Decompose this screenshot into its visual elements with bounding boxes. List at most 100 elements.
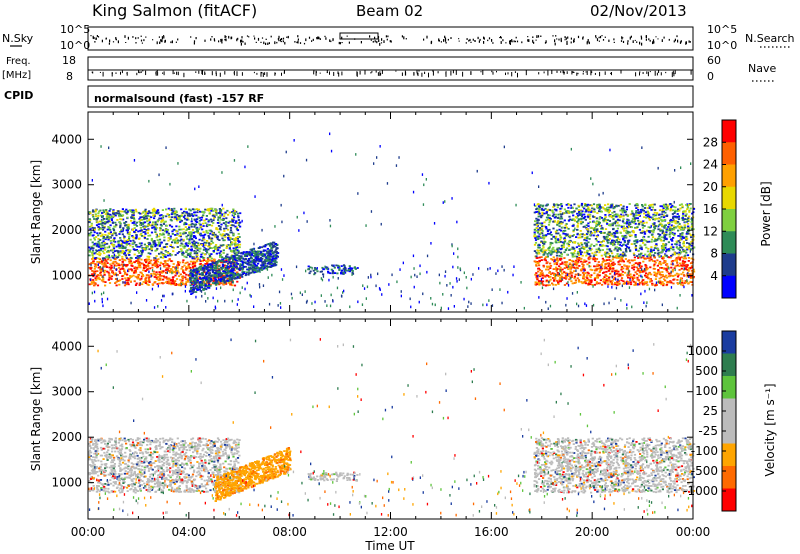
echo-cell — [148, 248, 151, 251]
noise-mark — [502, 39, 504, 42]
echo-cell — [217, 280, 220, 283]
echo-cell — [189, 209, 192, 212]
echo-cell — [185, 256, 188, 259]
echo-cell — [591, 252, 594, 255]
echo-cell — [179, 234, 182, 236]
echo-cell — [206, 285, 209, 287]
nave-mark — [204, 72, 206, 75]
echo-cell — [171, 246, 174, 249]
noise-mark — [329, 39, 331, 41]
echo-cell — [96, 250, 99, 252]
echo-cell — [230, 268, 233, 271]
echo-cell — [199, 263, 202, 265]
nave-mark — [525, 70, 527, 76]
echo-cell — [580, 218, 583, 221]
echo-cell — [236, 276, 239, 279]
echo-cell — [585, 279, 588, 282]
echo-cell — [220, 223, 223, 226]
echo-cell — [261, 252, 264, 255]
echo-cell — [143, 216, 146, 219]
echo-cell — [100, 214, 103, 217]
noise-mark — [211, 36, 213, 38]
echo-cell — [612, 232, 615, 234]
echo-cell — [125, 224, 128, 226]
echo-cell — [161, 209, 164, 211]
echo-cell — [217, 219, 220, 221]
noise-mark — [325, 37, 327, 40]
echo-cell — [627, 225, 631, 228]
echo-cell — [220, 268, 223, 270]
echo-cell — [127, 279, 130, 281]
echo-cell — [586, 263, 589, 266]
echo-cell — [133, 230, 136, 233]
echo-cell — [127, 283, 130, 286]
echo-cell — [126, 232, 129, 235]
echo-cell — [148, 267, 152, 270]
echo-cell — [257, 250, 260, 253]
echo-cell — [222, 217, 225, 220]
nave-mark — [329, 71, 330, 75]
echo-cell — [109, 240, 112, 242]
echo-cell — [672, 278, 675, 281]
echo-cell — [123, 242, 126, 244]
echo-cell — [580, 242, 583, 244]
echo-cell — [687, 218, 690, 221]
echo-cell — [652, 213, 655, 216]
echo-cell — [141, 223, 145, 225]
echo-cell — [211, 207, 214, 210]
echo-cell — [240, 274, 243, 276]
noise-mark — [305, 38, 307, 42]
echo-cell — [577, 259, 581, 261]
echo-cell — [168, 278, 171, 281]
echo-cell — [190, 213, 193, 215]
echo-cell — [587, 216, 590, 219]
echo-cell — [205, 279, 208, 282]
echo-cell — [689, 234, 692, 237]
echo-cell — [203, 284, 206, 287]
echo-cell — [642, 236, 645, 239]
echo-cell — [684, 264, 687, 267]
echo-cell — [180, 208, 183, 211]
echo-cell — [215, 263, 218, 266]
echo-cell — [245, 273, 248, 275]
echo-cell — [555, 254, 559, 257]
echo-cell — [172, 239, 175, 242]
echo-cell — [319, 270, 322, 273]
echo-cell — [603, 276, 606, 278]
echo-cell — [543, 236, 546, 239]
echo-cell — [119, 279, 122, 282]
echo-cell — [232, 234, 235, 237]
echo-cell — [234, 213, 237, 215]
echo-cell — [584, 282, 588, 285]
echo-cell — [118, 266, 121, 269]
echo-cell — [617, 283, 620, 286]
echo-cell — [165, 281, 168, 284]
echo-cell — [566, 261, 569, 263]
noise-mark — [601, 35, 603, 37]
echo-cell — [217, 267, 220, 270]
echo-cell — [662, 284, 665, 287]
echo-cell — [626, 280, 629, 283]
echo-cell — [671, 239, 674, 242]
echo-cell — [146, 225, 149, 228]
echo-cell — [221, 267, 224, 269]
echo-cell — [690, 274, 693, 276]
echo-cell — [587, 225, 590, 227]
echo-cell — [111, 233, 114, 235]
echo-cell — [195, 246, 199, 248]
echo-cell — [688, 245, 691, 248]
echo-cell — [587, 278, 590, 281]
echo-cell — [153, 217, 156, 220]
echo-cell — [142, 215, 146, 217]
echo-cell — [273, 264, 276, 267]
echo-cell — [227, 282, 230, 284]
noise-mark — [161, 39, 163, 43]
noise-mark — [220, 38, 222, 41]
echo-cell — [621, 211, 624, 214]
echo-cell — [681, 206, 684, 209]
echo-cell — [228, 211, 231, 214]
nave-mark — [266, 72, 268, 77]
echo-cell — [212, 250, 215, 252]
echo-cell — [542, 280, 545, 283]
echo-cell — [205, 231, 208, 234]
